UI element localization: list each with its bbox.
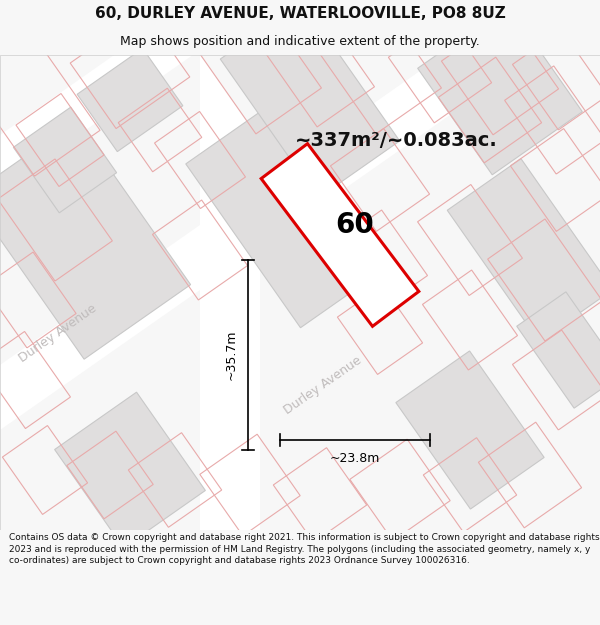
Text: 60, DURLEY AVENUE, WATERLOOVILLE, PO8 8UZ: 60, DURLEY AVENUE, WATERLOOVILLE, PO8 8U… (95, 6, 505, 21)
Text: Durley Avenue: Durley Avenue (281, 354, 364, 418)
Polygon shape (186, 112, 374, 328)
Text: ~35.7m: ~35.7m (225, 330, 238, 380)
Polygon shape (220, 2, 400, 198)
Text: ~23.8m: ~23.8m (330, 452, 380, 465)
Polygon shape (396, 351, 544, 509)
Text: Contains OS data © Crown copyright and database right 2021. This information is : Contains OS data © Crown copyright and d… (9, 533, 599, 566)
Polygon shape (55, 392, 205, 548)
Text: Map shows position and indicative extent of the property.: Map shows position and indicative extent… (120, 35, 480, 48)
Polygon shape (0, 121, 191, 359)
Polygon shape (0, 0, 600, 430)
Text: 60: 60 (335, 211, 374, 239)
Polygon shape (261, 144, 419, 326)
Polygon shape (447, 159, 600, 341)
Polygon shape (0, 0, 600, 190)
Polygon shape (77, 48, 183, 152)
Polygon shape (200, 55, 260, 616)
Polygon shape (517, 292, 600, 408)
Text: ~337m²/~0.083ac.: ~337m²/~0.083ac. (295, 131, 498, 149)
Polygon shape (418, 5, 583, 175)
Polygon shape (13, 107, 116, 213)
Text: Durley Avenue: Durley Avenue (16, 302, 99, 366)
